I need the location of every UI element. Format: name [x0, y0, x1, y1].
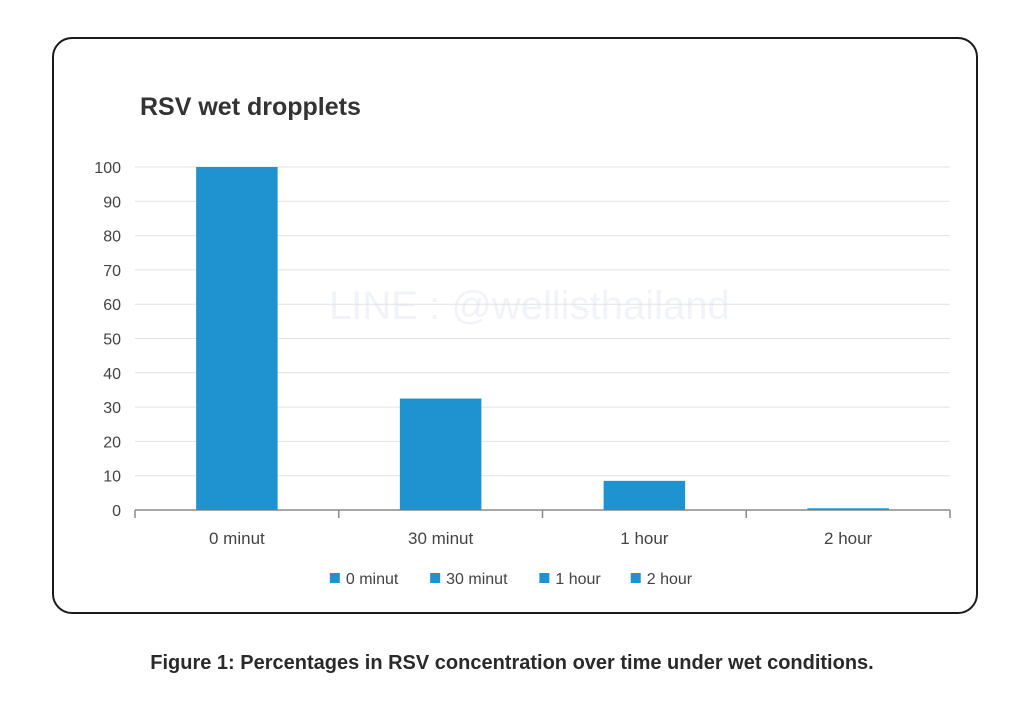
y-tick-label: 10	[103, 469, 121, 486]
legend-swatch	[329, 573, 340, 583]
y-tick-label: 70	[103, 263, 121, 280]
bar	[196, 167, 278, 510]
chart-frame: RSV wet dropplets LINE : @wellisthailand 0…	[52, 37, 978, 614]
legend-label: 1 hour	[555, 571, 601, 588]
bar-chart: RSV wet dropplets LINE : @wellisthailand 0…	[94, 93, 951, 588]
legend-label: 0 minut	[346, 571, 399, 588]
x-tick-label: 1 hour	[620, 529, 669, 548]
y-tick-label: 0	[112, 503, 121, 520]
x-tick-label: 30 minut	[408, 529, 473, 548]
chart-title: RSV wet dropplets	[140, 93, 361, 121]
y-tick-label: 80	[103, 229, 121, 246]
y-tick-label: 60	[103, 297, 121, 314]
bar	[807, 508, 889, 510]
x-tick-label: 0 minut	[209, 529, 265, 548]
y-tick-label: 20	[103, 434, 121, 451]
bar	[603, 480, 686, 510]
figure-caption: Figure 1: Percentages in RSV concentrati…	[150, 652, 874, 674]
legend-label: 30 minut	[446, 571, 508, 588]
bar	[399, 398, 482, 510]
y-tick-label: 40	[103, 366, 121, 383]
legend-label: 2 hour	[647, 571, 693, 588]
x-tick-label: 2 hour	[824, 529, 873, 548]
y-tick-label: 90	[103, 194, 121, 211]
y-tick-label: 30	[103, 400, 121, 417]
y-tick-label: 100	[94, 160, 121, 177]
watermark-text: LINE : @wellisthailand	[329, 284, 730, 328]
legend-swatch	[430, 573, 441, 583]
legend-swatch	[539, 573, 550, 583]
y-tick-label: 50	[103, 332, 121, 349]
legend-swatch	[630, 573, 641, 583]
